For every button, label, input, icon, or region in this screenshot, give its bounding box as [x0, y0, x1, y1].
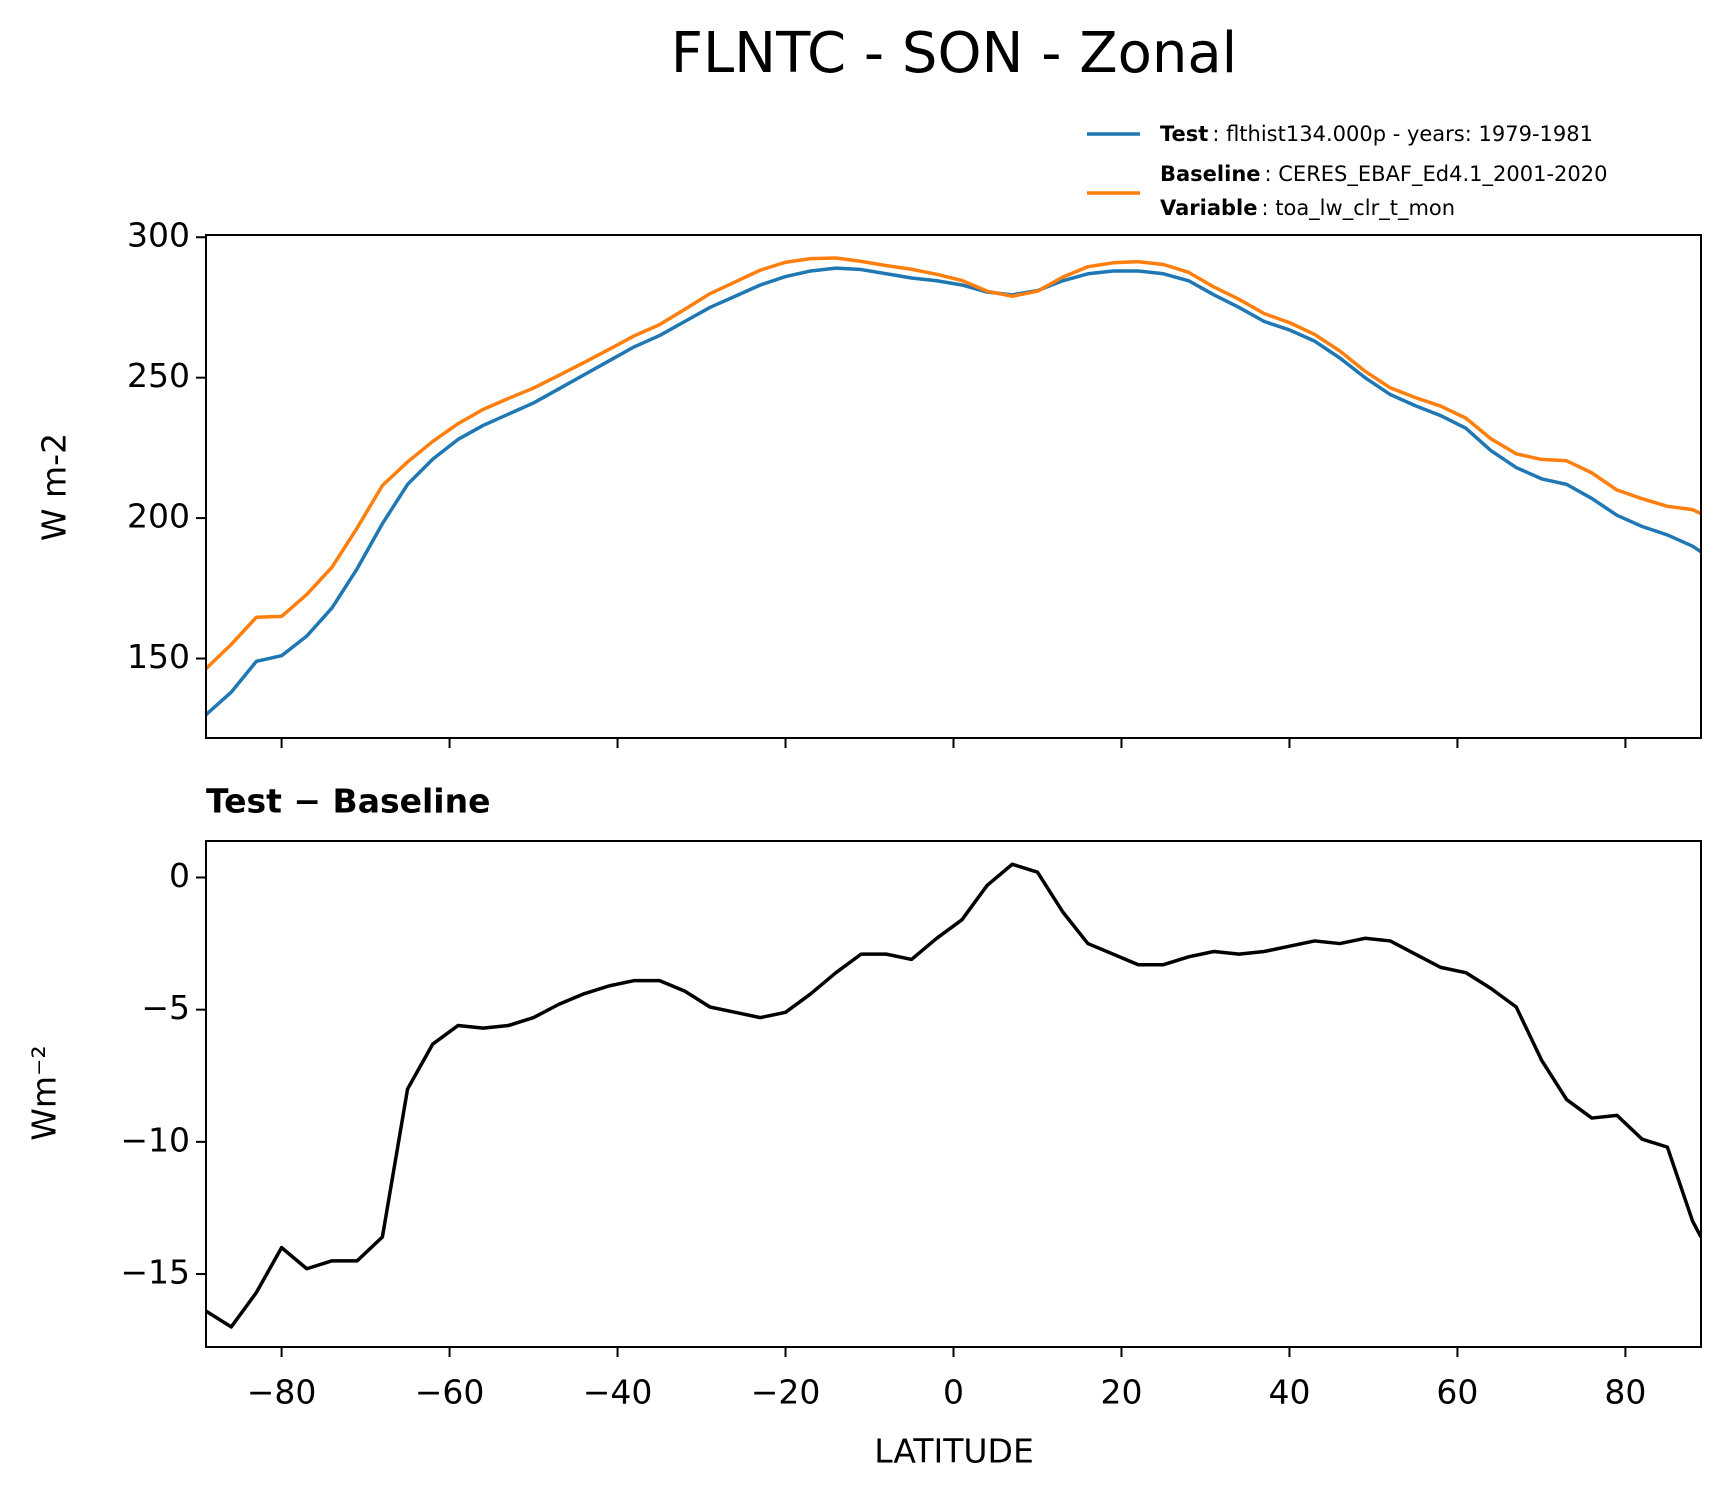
- y-axis-label: Wm⁻²: [25, 1045, 64, 1140]
- plot-frame: [205, 234, 1702, 739]
- legend-name: Baseline: [1160, 162, 1261, 186]
- legend-entry: Baseline: CERES_EBAF_Ed4.1_2001-2020: [1160, 162, 1607, 187]
- y-tick-label: 300: [127, 216, 190, 255]
- data-line: [206, 266, 1701, 716]
- subplot-title: Test − Baseline: [206, 782, 491, 821]
- y-axis-label: W m-2: [35, 433, 74, 541]
- x-tick-label: 80: [1604, 1373, 1646, 1412]
- legend-text: : CERES_EBAF_Ed4.1_2001-2020: [1265, 162, 1608, 187]
- y-tick-label: 0: [169, 856, 190, 895]
- x-tick-label: −40: [583, 1373, 653, 1412]
- y-tick-label: −5: [141, 988, 190, 1027]
- legend-text: : flthist134.000p - years: 1979-1981: [1212, 122, 1593, 146]
- legend-name: Test: [1160, 122, 1208, 146]
- y-tick-label: −10: [120, 1120, 190, 1159]
- y-tick-label: −15: [120, 1253, 190, 1292]
- x-tick-label: −20: [751, 1373, 821, 1412]
- y-tick-label: 150: [127, 637, 190, 676]
- legend-entry: Variable: toa_lw_clr_t_mon: [1160, 196, 1455, 221]
- x-axis-label: LATITUDE: [874, 1432, 1034, 1471]
- x-tick-label: −80: [247, 1373, 317, 1412]
- legend-entry: Test: flthist134.000p - years: 1979-1981: [1160, 122, 1593, 146]
- x-tick-label: 0: [943, 1373, 964, 1412]
- data-line: [206, 256, 1701, 670]
- legend-text: : toa_lw_clr_t_mon: [1261, 196, 1455, 221]
- x-tick-label: −60: [415, 1373, 485, 1412]
- plot-frame: [205, 840, 1702, 1348]
- y-tick-label: 200: [127, 497, 190, 536]
- x-tick-label: 40: [1268, 1373, 1310, 1412]
- y-tick-label: 250: [127, 356, 190, 395]
- x-tick-label: 60: [1436, 1373, 1478, 1412]
- figure-title: FLNTC - SON - Zonal: [671, 21, 1237, 86]
- data-line: [206, 862, 1701, 1329]
- x-tick-label: 20: [1100, 1373, 1142, 1412]
- legend-name: Variable: [1160, 196, 1257, 220]
